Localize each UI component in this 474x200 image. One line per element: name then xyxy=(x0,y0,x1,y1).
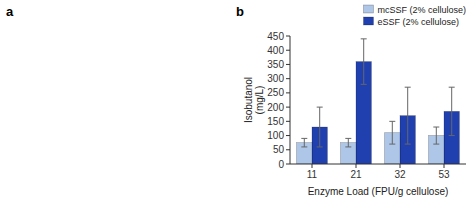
x-axis xyxy=(290,164,466,165)
y-tick xyxy=(286,164,290,165)
x-tick xyxy=(312,164,313,168)
error-line xyxy=(392,121,393,144)
error-cap xyxy=(361,38,367,39)
error-bar xyxy=(317,107,323,147)
error-cap xyxy=(317,146,323,147)
y-tick xyxy=(286,149,290,150)
y-tick xyxy=(286,36,290,37)
error-cap xyxy=(345,146,351,147)
error-bar xyxy=(301,138,307,147)
chart: a b 0 50 100 150 200 250 300 350 400 450 11 21 32 53 Enz… xyxy=(0,0,474,200)
legend: mcSSF (2% cellulose) eSSF (2% cellulose) xyxy=(363,5,466,27)
y-axis xyxy=(290,36,291,164)
error-bar xyxy=(449,87,455,135)
error-bar xyxy=(389,121,395,144)
y-tick-label: 250 xyxy=(267,87,284,98)
y-tick xyxy=(286,135,290,136)
y-tick-label: 50 xyxy=(273,144,285,155)
error-line xyxy=(319,107,320,147)
error-cap xyxy=(389,144,395,145)
error-line xyxy=(363,39,364,85)
y-tick xyxy=(286,50,290,51)
x-tick xyxy=(444,164,445,168)
error-bar xyxy=(433,127,439,144)
error-line xyxy=(451,87,452,135)
y-tick xyxy=(286,64,290,65)
y-tick-label: 450 xyxy=(267,31,284,42)
error-line xyxy=(436,127,437,144)
y-axis-label: Isobutanol(mg/L) xyxy=(243,77,265,123)
x-tick-label: 53 xyxy=(438,169,450,180)
error-cap xyxy=(449,87,455,88)
x-tick-label: 21 xyxy=(350,169,362,180)
y-tick-label: 350 xyxy=(267,59,284,70)
error-cap xyxy=(433,144,439,145)
error-line xyxy=(407,87,408,144)
legend-label: mcSSF (2% cellulose) xyxy=(377,5,466,15)
legend-swatch xyxy=(363,5,373,13)
y-tick-label: 300 xyxy=(267,73,284,84)
x-tick-label: 11 xyxy=(307,169,318,180)
error-cap xyxy=(301,138,307,139)
error-cap xyxy=(361,84,367,85)
y-tick-label: 0 xyxy=(278,159,284,170)
error-cap xyxy=(317,107,323,108)
error-bar xyxy=(345,138,351,147)
error-bar xyxy=(361,39,367,85)
legend-label: eSSF (2% cellulose) xyxy=(377,17,459,27)
y-tick xyxy=(286,107,290,108)
y-tick-label: 100 xyxy=(267,130,284,141)
y-tick-label: 400 xyxy=(267,45,284,56)
legend-swatch xyxy=(363,17,373,25)
error-cap xyxy=(449,135,455,136)
error-cap xyxy=(405,144,411,145)
error-cap xyxy=(389,121,395,122)
y-tick-label: 200 xyxy=(267,102,284,113)
y-axis-label-line: Isobutanol xyxy=(243,77,254,123)
y-tick xyxy=(286,92,290,93)
y-tick xyxy=(286,78,290,79)
x-tick xyxy=(400,164,401,168)
error-cap xyxy=(345,138,351,139)
panel-label: a xyxy=(6,4,14,19)
panel-label: b xyxy=(236,4,244,19)
error-line xyxy=(304,138,305,147)
y-tick-label: 150 xyxy=(267,116,284,127)
error-cap xyxy=(301,146,307,147)
y-axis-label-line: (mg/L) xyxy=(254,86,265,115)
x-tick-label: 32 xyxy=(394,169,406,180)
y-tick xyxy=(286,121,290,122)
error-cap xyxy=(433,127,439,128)
x-tick xyxy=(356,164,357,168)
error-bar xyxy=(405,87,411,144)
bars xyxy=(297,39,460,164)
x-axis-label: Enzyme Load (FPU/g cellulose) xyxy=(308,186,449,197)
error-line xyxy=(348,138,349,147)
error-cap xyxy=(405,87,411,88)
